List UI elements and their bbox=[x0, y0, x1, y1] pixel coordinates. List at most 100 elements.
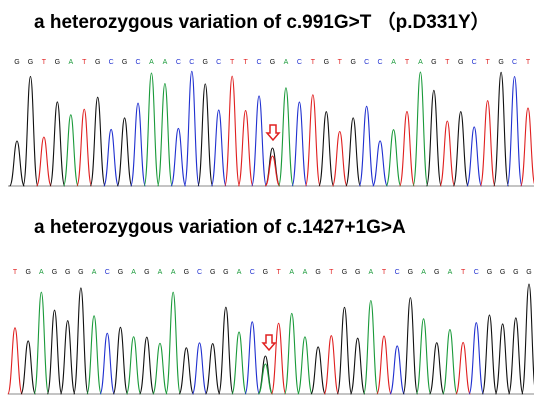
peak bbox=[140, 337, 154, 394]
base-call: G bbox=[55, 59, 60, 66]
peak bbox=[337, 307, 351, 394]
peak bbox=[390, 346, 404, 394]
base-call: G bbox=[408, 269, 413, 276]
base-call: G bbox=[65, 269, 70, 276]
peak bbox=[319, 112, 334, 186]
peak bbox=[364, 301, 378, 394]
base-call: A bbox=[158, 269, 163, 276]
peak bbox=[10, 141, 25, 186]
base-call: A bbox=[163, 59, 168, 66]
peak bbox=[400, 112, 415, 186]
base-call: G bbox=[355, 269, 360, 276]
peak bbox=[509, 318, 523, 394]
base-call: T bbox=[243, 59, 248, 66]
peak bbox=[469, 323, 483, 394]
peak bbox=[90, 97, 105, 186]
base-call: A bbox=[421, 269, 426, 276]
base-call: G bbox=[210, 269, 215, 276]
base-call: G bbox=[270, 59, 275, 66]
base-call: A bbox=[68, 59, 73, 66]
base-call: A bbox=[289, 269, 294, 276]
base-call: A bbox=[391, 59, 396, 66]
peak bbox=[87, 316, 101, 394]
base-call: T bbox=[82, 59, 87, 66]
base-call: A bbox=[237, 269, 242, 276]
base-call: G bbox=[342, 269, 347, 276]
peak bbox=[443, 330, 457, 394]
base-call: G bbox=[526, 269, 531, 276]
peak bbox=[158, 84, 173, 186]
peak bbox=[166, 292, 180, 394]
peak bbox=[36, 137, 51, 186]
base-call: A bbox=[369, 269, 374, 276]
base-call: G bbox=[487, 269, 492, 276]
panel-title: a heterozygous variation of c.991G>T （p.… bbox=[34, 10, 490, 33]
base-call: T bbox=[338, 59, 343, 66]
peak bbox=[346, 118, 361, 186]
base-call: T bbox=[486, 59, 491, 66]
base-call: A bbox=[92, 269, 97, 276]
variant-arrow bbox=[263, 335, 275, 350]
peak bbox=[453, 112, 468, 186]
base-call: T bbox=[382, 269, 387, 276]
base-call: G bbox=[500, 269, 505, 276]
peak bbox=[153, 343, 167, 394]
base-call: G bbox=[223, 269, 228, 276]
peak bbox=[198, 84, 213, 186]
base-call: G bbox=[434, 269, 439, 276]
peak bbox=[171, 128, 186, 186]
base-call: C bbox=[109, 59, 114, 66]
base-call: G bbox=[118, 269, 123, 276]
base-call: C bbox=[135, 59, 140, 66]
base-call: T bbox=[230, 59, 235, 66]
peak bbox=[126, 337, 140, 394]
base-call: T bbox=[276, 269, 281, 276]
figure: a heterozygous variation of c.991G>T （p.… bbox=[0, 0, 534, 396]
peak bbox=[324, 336, 338, 394]
peak bbox=[34, 292, 48, 394]
peak bbox=[232, 332, 246, 394]
peak bbox=[416, 319, 430, 394]
base-call: T bbox=[42, 59, 47, 66]
peak bbox=[285, 313, 299, 394]
peak bbox=[386, 130, 401, 186]
peak bbox=[8, 328, 22, 394]
base-call: G bbox=[431, 59, 436, 66]
base-call: G bbox=[513, 269, 518, 276]
peak bbox=[104, 129, 119, 186]
peak bbox=[298, 337, 312, 394]
peak bbox=[47, 310, 61, 394]
base-call: G bbox=[315, 269, 320, 276]
peak bbox=[113, 327, 127, 394]
peak bbox=[279, 88, 294, 186]
variant-arrow bbox=[267, 125, 279, 140]
base-call: A bbox=[171, 269, 176, 276]
peak bbox=[311, 347, 325, 394]
base-call: A bbox=[149, 59, 154, 66]
base-call: C bbox=[512, 59, 517, 66]
peak bbox=[144, 73, 159, 186]
base-call: G bbox=[14, 59, 19, 66]
base-call: A bbox=[131, 269, 136, 276]
base-call: A bbox=[448, 269, 453, 276]
base-call: T bbox=[13, 269, 18, 276]
base-call: G bbox=[324, 59, 329, 66]
peak bbox=[205, 344, 219, 394]
base-call: C bbox=[364, 59, 369, 66]
peak bbox=[211, 110, 226, 186]
peak bbox=[507, 77, 522, 186]
peak bbox=[482, 315, 496, 394]
peak bbox=[403, 298, 417, 394]
peak bbox=[359, 106, 374, 186]
base-call: G bbox=[28, 59, 33, 66]
peak bbox=[60, 321, 74, 394]
base-call: C bbox=[216, 59, 221, 66]
base-call: G bbox=[350, 59, 355, 66]
base-call: T bbox=[526, 59, 531, 66]
peak bbox=[305, 95, 320, 186]
peak bbox=[292, 102, 307, 186]
peak bbox=[63, 115, 78, 186]
base-call: G bbox=[184, 269, 189, 276]
base-call: G bbox=[95, 59, 100, 66]
